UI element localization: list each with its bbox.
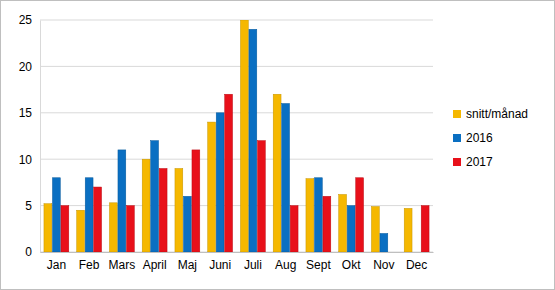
- chart-frame: [1, 1, 555, 290]
- bar: [225, 94, 233, 252]
- chart-svg: 0 5 10 15 20 25 Jan Feb Mars April Maj Juni Juli Aug S…: [0, 0, 555, 290]
- bar: [421, 206, 429, 252]
- grid-line: [40, 112, 433, 113]
- x-tick-label: Sept: [306, 258, 331, 272]
- bar: [273, 94, 281, 252]
- bar: [257, 141, 265, 252]
- bar: [192, 150, 200, 252]
- y-axis: 0 5 10 15 20 25: [19, 13, 41, 259]
- bar: [216, 113, 224, 252]
- bar: [183, 196, 191, 252]
- bar: [159, 168, 167, 252]
- y-tick: 15: [19, 106, 40, 120]
- bar: [413, 252, 421, 253]
- grid-line: [40, 20, 433, 21]
- series-bars: [61, 94, 429, 252]
- x-tick-label: Dec: [406, 258, 427, 272]
- y-tick-label: 20: [19, 60, 33, 74]
- bar: [388, 252, 396, 253]
- x-tick: Okt: [342, 252, 361, 272]
- legend-item: snitt/månad: [453, 107, 528, 121]
- x-tick-label: Juli: [244, 258, 262, 272]
- x-tick: Juni: [209, 252, 231, 272]
- bar: [249, 29, 257, 252]
- x-tick-label: Okt: [342, 258, 361, 272]
- legend-item: 2017: [453, 155, 493, 169]
- bar: [404, 208, 412, 252]
- x-axis: Jan Feb Mars April Maj Juni Juli Aug Sept Okt Nov D…: [41, 252, 434, 272]
- x-tick-label: Juni: [209, 258, 231, 272]
- y-tick: 20: [19, 60, 40, 74]
- legend-label: 2016: [466, 131, 493, 145]
- legend-label: snitt/månad: [466, 107, 528, 121]
- bar: [380, 233, 388, 252]
- grid-line: [40, 66, 433, 67]
- legend-label: 2017: [466, 155, 493, 169]
- bar: [94, 187, 102, 252]
- bar: [126, 206, 134, 252]
- y-tick-label: 0: [25, 245, 32, 259]
- grid-line: [40, 159, 433, 160]
- bar: [44, 204, 52, 252]
- y-tick-label: 25: [19, 13, 33, 27]
- x-tick: Mars: [109, 252, 136, 272]
- y-tick-label: 10: [19, 153, 33, 167]
- bar: [306, 179, 314, 252]
- legend-item: 2016: [453, 131, 493, 145]
- plot-area: 0 5 10 15 20 25 Jan Feb Mars April Maj Juni Juli Aug S…: [19, 13, 434, 271]
- x-tick-label: Maj: [178, 258, 197, 272]
- x-tick: Sept: [306, 252, 331, 272]
- x-tick: Maj: [178, 252, 197, 272]
- x-tick-label: Nov: [373, 258, 394, 272]
- bar: [208, 122, 216, 252]
- bar: [118, 150, 126, 252]
- bars: [44, 20, 429, 252]
- bar: [339, 194, 347, 252]
- bar: [61, 206, 69, 252]
- x-tick: Juli: [244, 252, 262, 272]
- bar: [109, 203, 117, 252]
- x-tick: Aug: [275, 252, 296, 272]
- legend-swatch: [453, 110, 461, 118]
- x-tick-label: Mars: [109, 258, 136, 272]
- bar: [175, 168, 183, 252]
- x-tick-label: Aug: [275, 258, 296, 272]
- series-bars: [44, 20, 412, 252]
- x-tick: Feb: [79, 252, 100, 272]
- bar: [151, 141, 159, 252]
- chart-container: 0 5 10 15 20 25 Jan Feb Mars April Maj Juni Juli Aug S…: [0, 0, 555, 290]
- grid: [40, 20, 433, 252]
- bar: [356, 178, 364, 252]
- y-tick: 0: [25, 245, 40, 259]
- bar: [314, 178, 322, 252]
- legend-swatch: [453, 158, 461, 166]
- y-tick-label: 5: [25, 199, 32, 213]
- bar: [85, 178, 93, 252]
- bar: [347, 206, 355, 252]
- y-tick: 25: [19, 13, 40, 27]
- y-tick: 10: [19, 153, 40, 167]
- bar: [52, 178, 60, 252]
- bar: [371, 207, 379, 252]
- x-tick-label: Jan: [47, 258, 66, 272]
- x-tick-label: Feb: [79, 258, 100, 272]
- x-tick: Jan: [47, 252, 66, 272]
- x-tick: Nov: [373, 252, 394, 272]
- series-bars: [52, 29, 387, 252]
- x-tick-label: April: [143, 258, 167, 272]
- y-tick: 5: [25, 199, 40, 213]
- legend-swatch: [453, 134, 461, 142]
- bar: [77, 210, 85, 252]
- legend: snitt/månad 2016 2017: [453, 107, 528, 169]
- x-axis-line: [41, 252, 434, 253]
- x-tick: Dec: [406, 252, 427, 272]
- bar: [240, 20, 248, 252]
- bar: [142, 159, 150, 252]
- bar: [290, 206, 298, 252]
- x-tick: April: [143, 252, 167, 272]
- bar: [282, 104, 290, 252]
- y-tick-label: 15: [19, 106, 33, 120]
- y-axis-line: [40, 21, 41, 253]
- bar: [323, 196, 331, 252]
